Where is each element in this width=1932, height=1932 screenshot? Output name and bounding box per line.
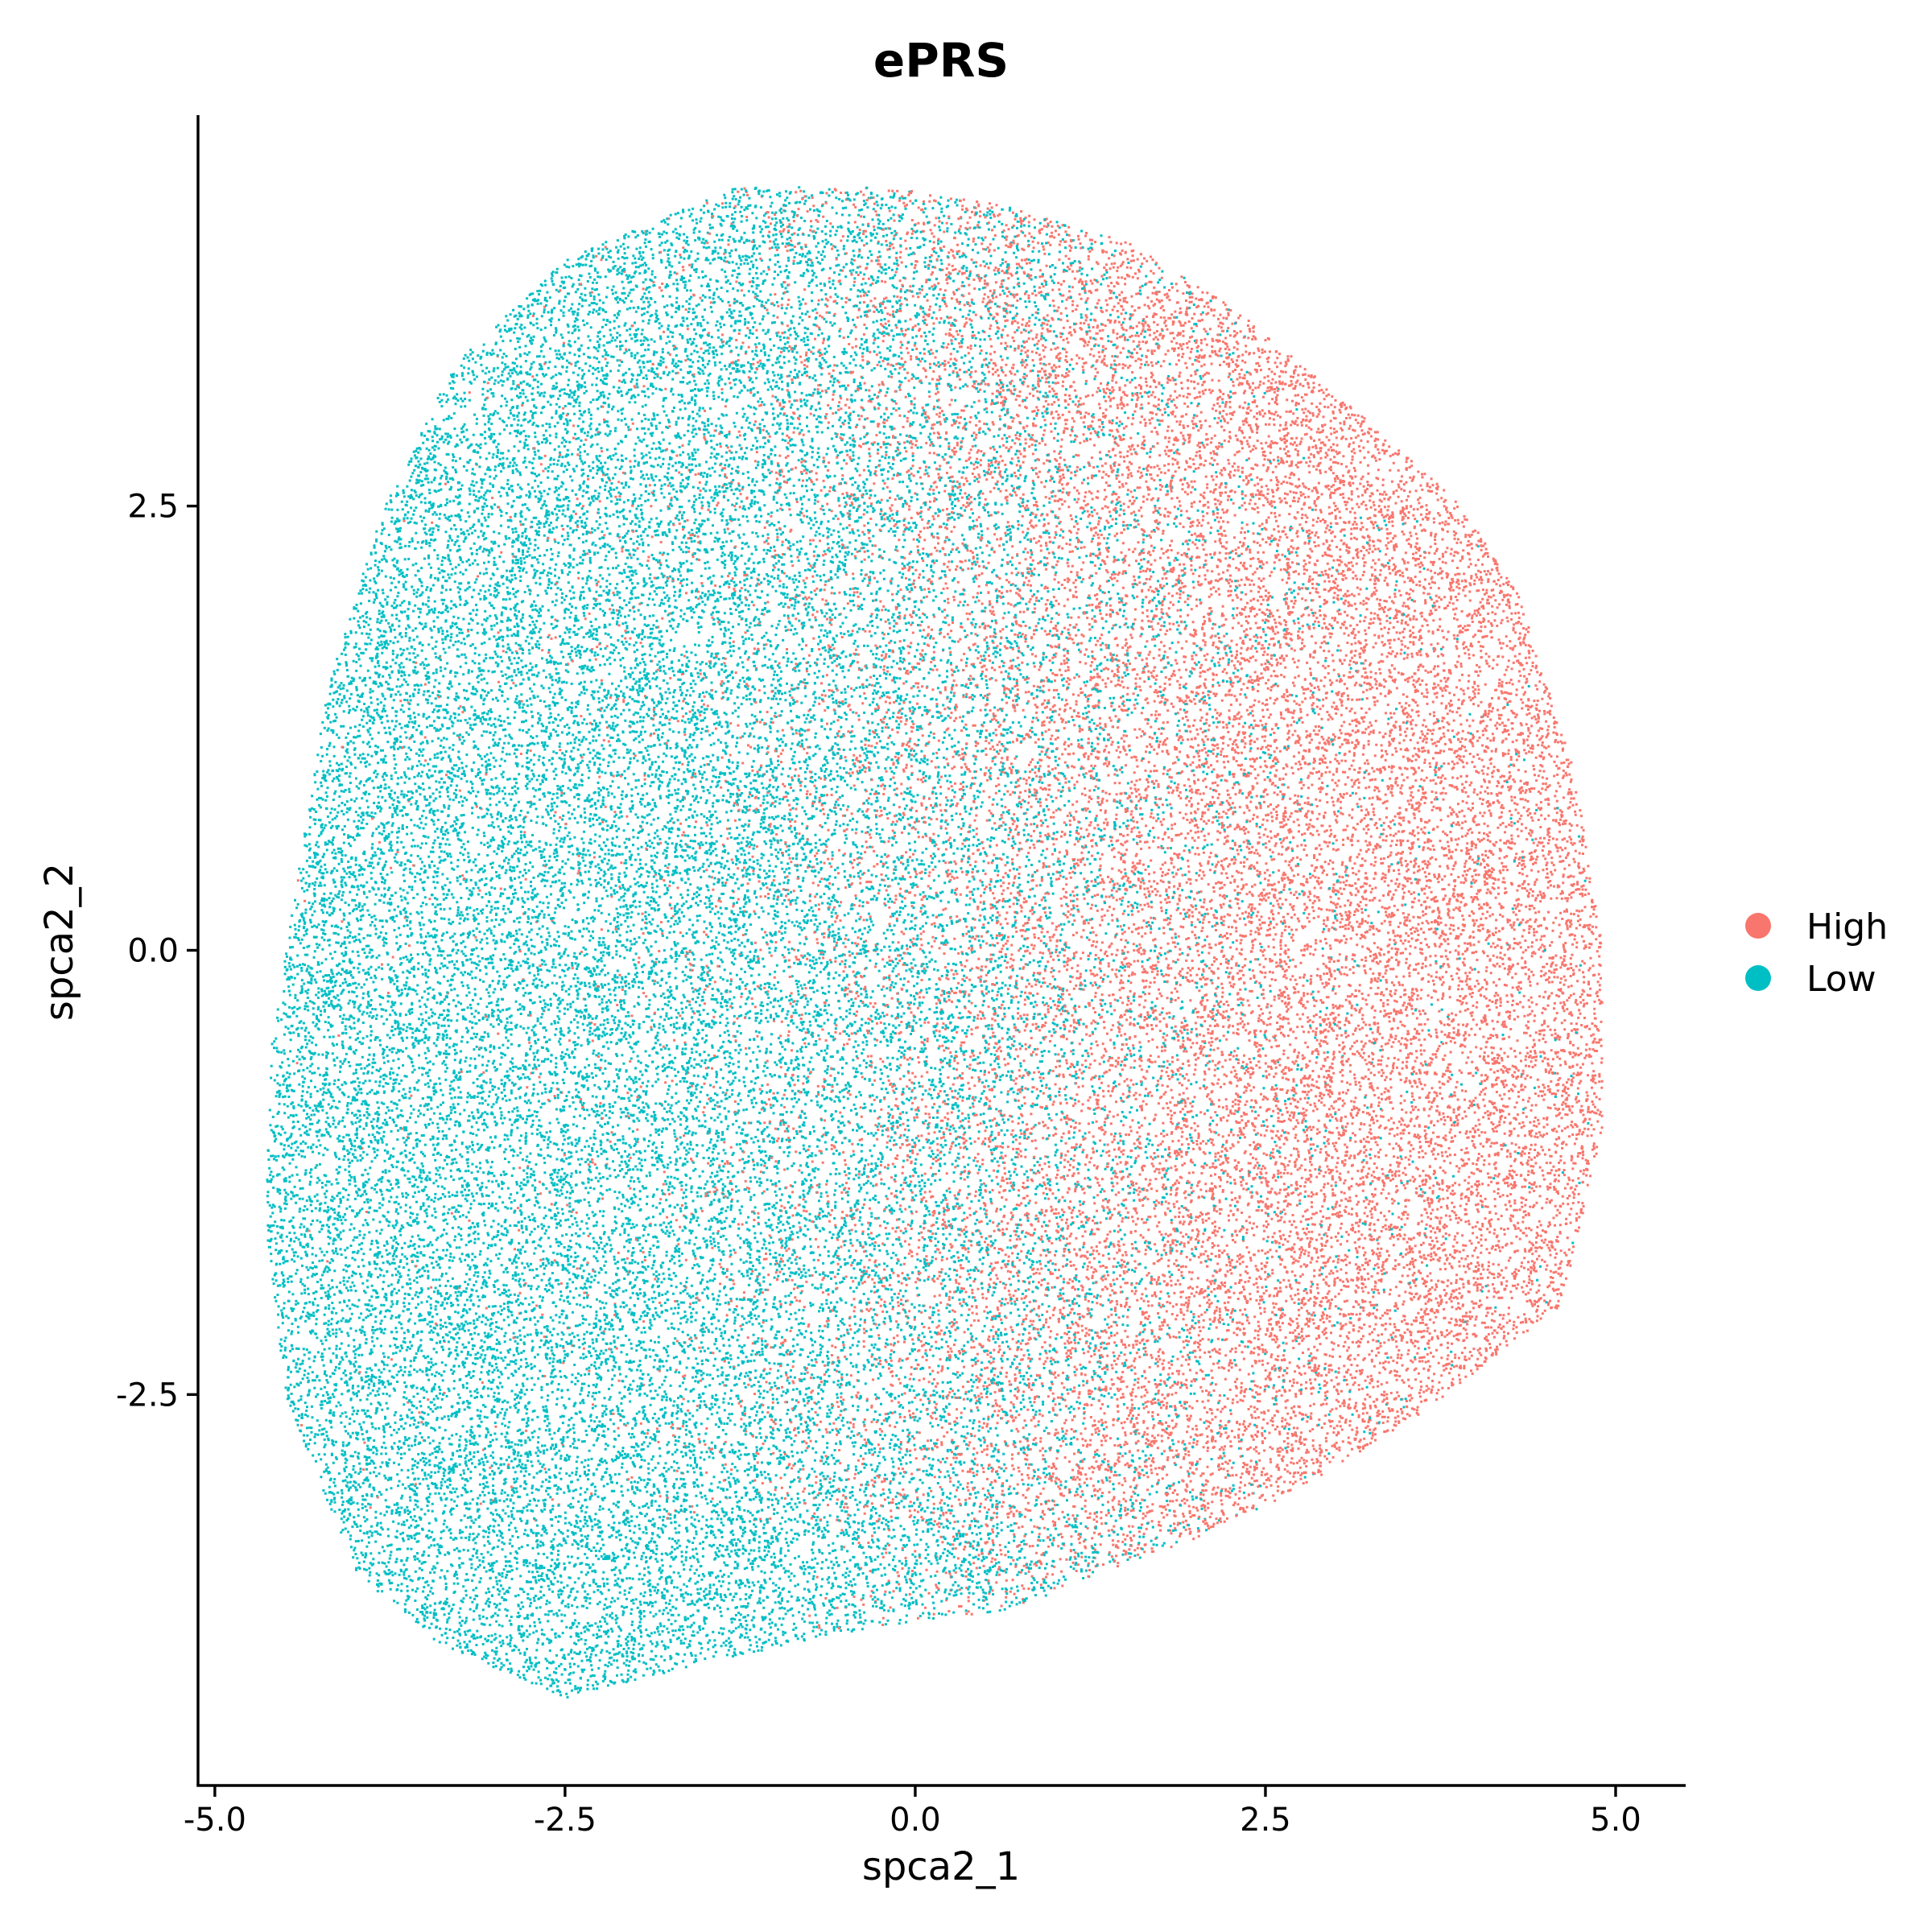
legend: High Low [1745, 906, 1888, 1000]
x-tick-label: 0.0 [890, 1802, 941, 1839]
x-tick-label: 5.0 [1590, 1802, 1641, 1839]
legend-marker-high [1745, 913, 1771, 939]
chart-title: ePRS [873, 33, 1009, 88]
legend-label-high: High [1806, 906, 1888, 947]
y-tick-label: 0.0 [127, 933, 179, 970]
legend-marker-low [1745, 965, 1771, 991]
points-low [266, 186, 1578, 1699]
x-tick-label: -2.5 [534, 1802, 597, 1839]
y-tick-label: 2.5 [127, 489, 179, 526]
scatter-points [266, 186, 1604, 1699]
x-tick-label: 2.5 [1240, 1802, 1291, 1839]
y-axis-label: spca2_2 [37, 863, 82, 1021]
x-axis-ticks: -5.0 -2.5 0.0 2.5 5.0 [184, 1785, 1641, 1839]
x-tick-label: -5.0 [184, 1802, 246, 1839]
legend-label-low: Low [1806, 959, 1876, 1000]
y-axis-ticks: -2.5 0.0 2.5 [116, 489, 198, 1414]
y-tick-label: -2.5 [116, 1377, 179, 1414]
x-axis-label: spca2_1 [862, 1844, 1020, 1889]
